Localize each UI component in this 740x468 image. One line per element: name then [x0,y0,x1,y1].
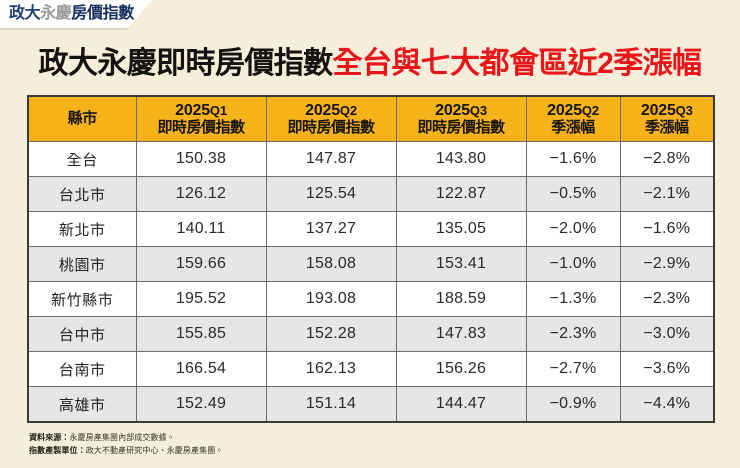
brand-segment-3: 房價指數 [71,5,134,22]
cell-q2-change: −2.7% [525,351,621,387]
cell-city: 桃園市 [27,246,137,282]
footnote-producer-text: 政大不動產研究中心、永慶房產集團。 [85,446,224,455]
cell-q2-index: 125.54 [265,176,397,212]
cell-q2-index: 162.13 [265,351,397,387]
cell-q3-index: 135.05 [395,211,527,247]
cell-q3-index: 122.87 [395,176,527,212]
cell-q3-change: −4.4% [619,386,715,423]
table-row: 高雄市 152.49 151.14 144.47 −0.9% −4.4% [27,386,715,423]
page-title-accent: 全台與七大都會區近2季漲幅 [332,47,702,80]
table-row: 新竹縣市 195.52 193.08 188.59 −1.3% −2.3% [27,281,715,317]
cell-city: 新北市 [27,211,137,247]
column-header-q3-change-sub: 季漲幅 [644,118,689,136]
cell-q2-index: 152.28 [265,316,397,352]
table-row: 新北市 140.11 137.27 135.05 −2.0% −1.6% [27,211,715,247]
cell-q2-index: 158.08 [265,246,397,282]
cell-q2-change: −0.9% [525,386,621,423]
cell-q1-index: 195.52 [135,281,267,317]
cell-q2-index: 193.08 [265,281,397,317]
footnote-source: 資料來源：永慶房產集團內部成交數據。 [29,431,223,444]
cell-q1-index: 155.85 [135,316,267,352]
column-header-q3-year: 2025Q3 [435,101,487,119]
cell-q3-change: −1.6% [619,211,715,247]
column-header-q2-sub: 即時房價指數 [287,118,375,136]
cell-q3-change: −2.9% [619,246,715,282]
cell-q2-change: −1.0% [525,246,621,282]
table-row: 台中市 155.85 152.28 147.83 −2.3% −3.0% [27,316,715,352]
column-header-q3-change: 2025Q3 季漲幅 [619,95,715,142]
cell-q2-change: −1.6% [525,141,621,177]
cell-q3-index: 153.41 [395,246,527,282]
brand-segment-1: 政大 [9,5,41,22]
cell-q2-index: 151.14 [265,386,397,423]
column-header-city: 縣市 [27,95,137,142]
cell-q1-index: 126.12 [135,176,267,212]
cell-q3-index: 188.59 [395,281,527,317]
footnote-producer: 指數產製單位：政大不動產研究中心、永慶房產集團。 [29,444,223,457]
cell-q3-index: 156.26 [395,351,527,387]
cell-city: 新竹縣市 [27,281,137,317]
cell-q2-change: −2.0% [525,211,621,247]
column-header-q1-sub: 即時房價指數 [157,118,245,136]
cell-q1-index: 140.11 [135,211,267,247]
table-body: 全台 150.38 147.87 143.80 −1.6% −2.8% 台北市 … [27,141,715,423]
table-header-row: 縣市 2025Q1 即時房價指數 2025Q2 即時房價指數 2025Q3 即時… [27,95,715,142]
cell-q3-change: −2.3% [619,281,715,317]
cell-q3-change: −2.1% [619,176,715,212]
banner-shadow-divider [0,28,130,31]
column-header-q1-index: 2025Q1 即時房價指數 [135,95,267,142]
cell-q3-change: −3.6% [619,351,715,387]
cell-q3-index: 143.80 [395,141,527,177]
brand-segment-2: 永慶 [40,5,72,22]
brand-banner: 政大永慶房價指數 [0,0,152,28]
cell-q2-index: 137.27 [265,211,397,247]
page-title: 政大永慶即時房價指數 全台與七大都會區近2季漲幅 [0,44,740,84]
column-header-city-label: 縣市 [67,109,98,127]
column-header-q2-year: 2025Q2 [305,101,357,119]
cell-q2-change: −1.3% [525,281,621,317]
column-header-q1-year: 2025Q1 [175,101,227,119]
cell-city: 台中市 [27,316,137,352]
column-header-q2-index: 2025Q2 即時房價指數 [265,95,397,142]
cell-q2-change: −0.5% [525,176,621,212]
cell-city: 全台 [27,141,137,177]
column-header-q3-change-year: 2025Q3 [640,101,693,119]
footnote-source-text: 永慶房產集團內部成交數據。 [69,433,175,442]
table-row: 全台 150.38 147.87 143.80 −1.6% −2.8% [27,141,715,177]
table-row: 台南市 166.54 162.13 156.26 −2.7% −3.6% [27,351,715,387]
cell-q1-index: 150.38 [135,141,267,177]
cell-q1-index: 159.66 [135,246,267,282]
cell-city: 高雄市 [27,386,137,423]
column-header-q2-change-sub: 季漲幅 [551,118,595,136]
footnotes: 資料來源：永慶房產集團內部成交數據。 指數產製單位：政大不動產研究中心、永慶房產… [29,431,223,457]
table-head: 縣市 2025Q1 即時房價指數 2025Q2 即時房價指數 2025Q3 即時… [27,95,715,142]
cell-q1-index: 166.54 [135,351,267,387]
cell-q3-index: 144.47 [395,386,527,423]
cell-q3-change: −3.0% [619,316,715,352]
table-row: 台北市 126.12 125.54 122.87 −0.5% −2.1% [27,176,715,212]
cell-q2-index: 147.87 [265,141,397,177]
cell-q3-index: 147.83 [395,316,527,352]
cell-city: 台南市 [27,351,137,387]
footnote-producer-label: 指數產製單位： [29,446,86,455]
page-title-main: 政大永慶即時房價指數 [38,47,334,80]
cell-q1-index: 152.49 [135,386,267,423]
cell-q2-change: −2.3% [525,316,621,352]
cell-city: 台北市 [27,176,137,212]
cell-q3-change: −2.8% [619,141,715,177]
table-row: 桃園市 159.66 158.08 153.41 −1.0% −2.9% [27,246,715,282]
column-header-q3-index: 2025Q3 即時房價指數 [395,95,527,142]
house-price-index-table: 縣市 2025Q1 即時房價指數 2025Q2 即時房價指數 2025Q3 即時… [27,95,715,423]
column-header-q2-change-year: 2025Q2 [547,101,599,119]
column-header-q3-sub: 即時房價指數 [417,118,505,136]
column-header-q2-change: 2025Q2 季漲幅 [525,95,621,142]
brand-logo-text: 政大永慶房價指數 [9,6,134,22]
index-table-wrapper: 縣市 2025Q1 即時房價指數 2025Q2 即時房價指數 2025Q3 即時… [27,95,715,423]
footnote-source-label: 資料來源： [29,433,70,442]
